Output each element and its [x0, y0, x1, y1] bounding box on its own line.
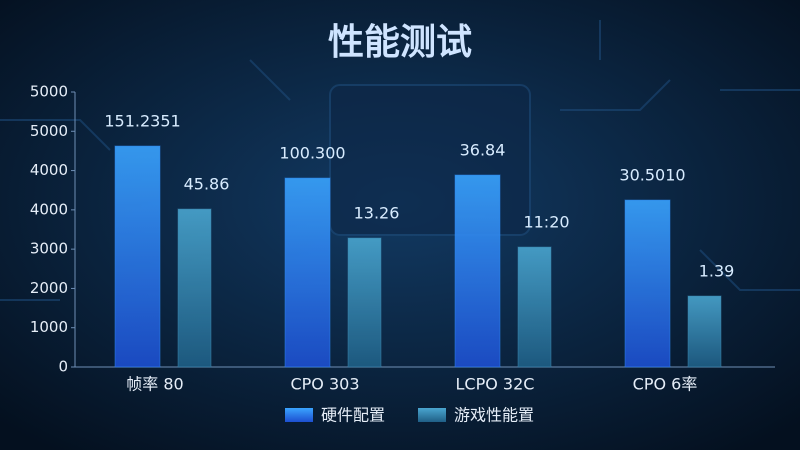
x-tick-label: LCPO 32C [456, 375, 535, 394]
bar [687, 295, 722, 368]
value-label: 13.26 [354, 204, 400, 223]
legend-swatch [418, 408, 446, 422]
value-label: 30.5010 [619, 166, 685, 185]
chart-title: 性能测试 [328, 22, 472, 63]
bar [114, 145, 161, 368]
bar [347, 237, 382, 368]
bar [624, 199, 671, 368]
value-label: 36.84 [460, 141, 506, 160]
y-tick-label: 4000 [30, 200, 68, 218]
legend-label: 游戏性能置 [454, 406, 534, 425]
value-label: 100.300 [279, 144, 345, 163]
value-label: 151.2351 [104, 112, 180, 131]
x-tick-label: CPO 303 [290, 375, 359, 394]
x-tick-label: 帧率 80 [126, 375, 183, 394]
y-tick-label: 1000 [30, 318, 68, 336]
legend-label: 硬件配置 [321, 406, 385, 425]
y-tick-label: 3000 [30, 240, 68, 258]
bar [284, 177, 331, 368]
bar [517, 246, 552, 368]
bar [177, 208, 212, 368]
value-label: 45.86 [184, 175, 230, 194]
value-label: 11:20 [523, 213, 569, 232]
y-tick-label: 2000 [30, 279, 68, 297]
y-tick-label: 4000 [30, 161, 68, 179]
value-label: 1.39 [699, 262, 735, 281]
bar [454, 174, 501, 368]
y-tick-label: 0 [58, 358, 68, 376]
legend-swatch [285, 408, 313, 422]
x-tick-label: CPO 6率 [633, 375, 698, 394]
y-tick-label: 5000 [30, 122, 68, 140]
y-tick-label: 5000 [30, 83, 68, 101]
